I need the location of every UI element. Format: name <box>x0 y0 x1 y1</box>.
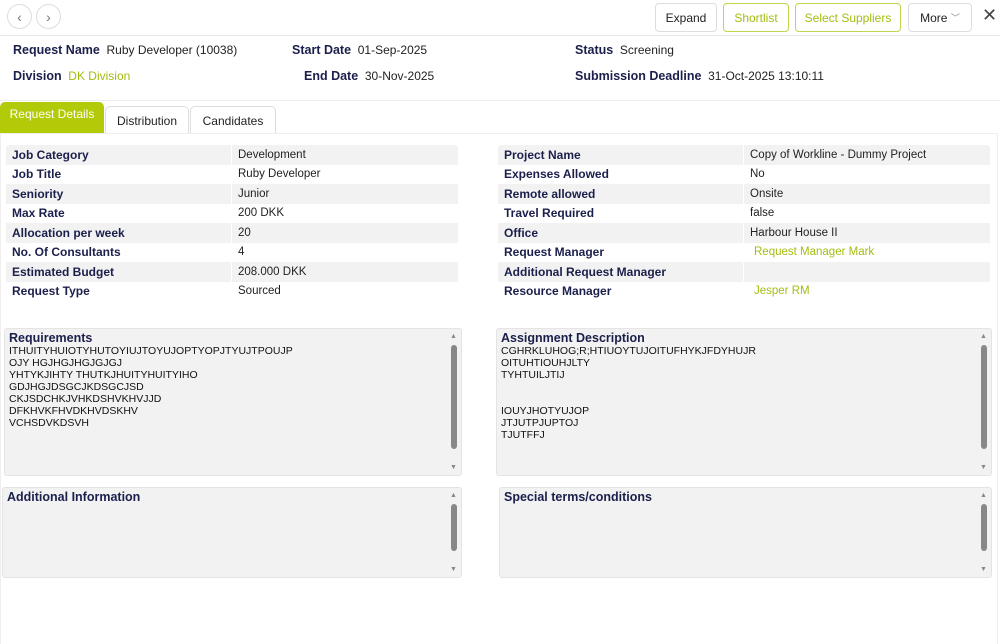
request-name: Ruby Developer (10038) <box>106 43 238 57</box>
divider <box>0 35 1000 36</box>
table-row: Request Manager Request Manager Mark <box>498 242 990 262</box>
table-row: Estimated Budget 208.000 DKK <box>6 262 458 282</box>
row-link[interactable]: Jesper RM <box>754 285 810 298</box>
row-value: Harbour House II <box>750 226 838 239</box>
divider <box>0 100 1000 101</box>
scrollbar[interactable]: ▲ ▼ <box>450 492 457 573</box>
chevron-right-icon: › <box>46 8 51 25</box>
row-value: 20 <box>238 226 251 239</box>
row-label: Remote allowed <box>498 184 744 204</box>
tab-request-details[interactable]: Request Details <box>0 102 104 134</box>
table-row: Travel Required false <box>498 203 990 223</box>
row-label: Estimated Budget <box>6 262 232 282</box>
more-button[interactable]: More ﹀ <box>908 3 972 32</box>
close-icon[interactable]: ✕ <box>982 5 998 25</box>
row-label: Project Name <box>498 145 744 165</box>
table-row: Max Rate 200 DKK <box>6 203 458 223</box>
scrollbar[interactable]: ▲ ▼ <box>450 333 457 471</box>
requirements-title: Requirements <box>9 331 93 345</box>
table-row: Allocation per week 20 <box>6 223 458 243</box>
division-link[interactable]: DK Division <box>68 69 131 83</box>
select-suppliers-button[interactable]: Select Suppliers <box>795 3 901 32</box>
assignment-description-box[interactable]: Assignment Description CGHRKLUHOG;R;HTIU… <box>496 328 992 476</box>
shortlist-button[interactable]: Shortlist <box>723 3 789 32</box>
row-label: Request Manager <box>498 242 744 262</box>
chevron-down-icon: ﹀ <box>950 13 960 23</box>
row-label: Job Title <box>6 164 232 184</box>
row-value: false <box>750 207 775 220</box>
scrollbar[interactable]: ▲ ▼ <box>980 333 987 471</box>
row-value: No <box>750 168 765 181</box>
row-label: Seniority <box>6 184 232 204</box>
table-row: Expenses Allowed No <box>498 164 990 184</box>
table-row: Resource Manager Jesper RM <box>498 281 990 301</box>
table-row: Seniority Junior <box>6 184 458 204</box>
row-link[interactable]: Request Manager Mark <box>754 246 875 259</box>
end-date: 30-Nov-2025 <box>364 69 435 83</box>
requirements-box[interactable]: Requirements ITHUITYHUIOTYHUTOYIUJTOYUJO… <box>4 328 462 476</box>
request-name-label: Request Name <box>13 43 100 57</box>
assignment-text: CGHRKLUHOG;R;HTIUOYTUJOITUFHYKJFDYHUJR O… <box>501 345 756 441</box>
row-label: Office <box>498 223 744 243</box>
more-label: More <box>920 10 948 25</box>
row-label: Job Category <box>6 145 232 165</box>
table-row: Project Name Copy of Workline - Dummy Pro… <box>498 145 990 165</box>
status-value: Screening <box>619 43 674 57</box>
forward-button[interactable]: › <box>36 4 61 29</box>
deadline-label: Submission Deadline <box>575 69 702 83</box>
row-label: Resource Manager <box>498 281 744 301</box>
special-terms-box[interactable]: Special terms/conditions ▲ ▼ <box>499 487 992 578</box>
row-value: Junior <box>238 187 270 200</box>
special-title: Special terms/conditions <box>504 490 652 504</box>
end-date-label: End Date <box>304 69 359 83</box>
row-label: No. Of Consultants <box>6 242 232 262</box>
start-date-label: Start Date <box>292 43 352 57</box>
table-row: Remote allowed Onsite <box>498 184 990 204</box>
row-value: 200 DKK <box>238 207 285 220</box>
status-label: Status <box>575 43 614 57</box>
row-label: Expenses Allowed <box>498 164 744 184</box>
tab-distribution[interactable]: Distribution <box>105 106 189 134</box>
row-value: Onsite <box>750 187 784 200</box>
chevron-left-icon: ‹ <box>17 8 22 25</box>
row-value: Ruby Developer <box>238 168 321 181</box>
start-date: 01-Sep-2025 <box>357 43 428 57</box>
assignment-title: Assignment Description <box>501 331 645 345</box>
row-label: Travel Required <box>498 203 744 223</box>
row-value: Sourced <box>238 285 281 298</box>
scrollbar[interactable]: ▲ ▼ <box>980 492 987 573</box>
row-label: Max Rate <box>6 203 232 223</box>
table-row: Office Harbour House II <box>498 223 990 243</box>
row-label: Request Type <box>6 281 232 301</box>
row-label: Allocation per week <box>6 223 232 243</box>
deadline-value: 31-Oct-2025 13:10:11 <box>708 69 824 83</box>
table-row: Job Category Development <box>6 145 458 165</box>
content-panel <box>0 133 998 644</box>
row-label: Additional Request Manager <box>498 262 744 282</box>
row-value: 4 <box>238 246 245 259</box>
table-row: Job Title Ruby Developer <box>6 164 458 184</box>
division-label: Division <box>13 69 62 83</box>
row-value: 208.000 DKK <box>238 265 307 278</box>
requirements-text: ITHUITYHUIOTYHUTOYIUJTOYUJOPTYOPJTYUJTPO… <box>9 345 293 429</box>
tab-candidates[interactable]: Candidates <box>190 106 276 134</box>
back-button[interactable]: ‹ <box>7 4 32 29</box>
expand-button[interactable]: Expand <box>655 3 717 32</box>
additional-information-box[interactable]: Additional Information ▲ ▼ <box>2 487 462 578</box>
table-row: Additional Request Manager <box>498 262 990 282</box>
table-row: Request Type Sourced <box>6 281 458 301</box>
table-row: No. Of Consultants 4 <box>6 242 458 262</box>
additional-title: Additional Information <box>7 490 141 504</box>
row-value: Copy of Workline - Dummy Project <box>750 148 927 161</box>
right-details-table: Project Name Copy of Workline - Dummy Pro… <box>498 145 990 301</box>
row-value: Development <box>238 148 306 161</box>
left-details-table: Job Category Development Job Title Ruby Dev… <box>6 145 458 301</box>
